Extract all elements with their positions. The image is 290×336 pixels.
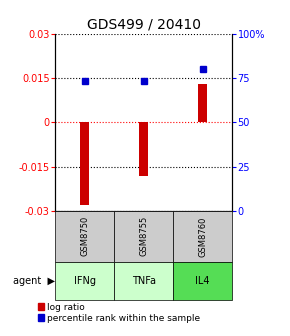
Bar bbox=[139, 122, 148, 175]
Bar bbox=[173, 211, 232, 262]
Legend: log ratio, percentile rank within the sample: log ratio, percentile rank within the sa… bbox=[38, 302, 201, 323]
Bar bbox=[198, 84, 207, 122]
Bar bbox=[55, 262, 114, 300]
Text: GSM8755: GSM8755 bbox=[139, 216, 148, 256]
Bar bbox=[173, 262, 232, 300]
Text: agent  ▶: agent ▶ bbox=[13, 276, 55, 286]
Text: IL4: IL4 bbox=[195, 276, 210, 286]
Text: TNFa: TNFa bbox=[132, 276, 155, 286]
Text: GSM8760: GSM8760 bbox=[198, 216, 207, 256]
Title: GDS499 / 20410: GDS499 / 20410 bbox=[86, 17, 201, 31]
Bar bbox=[55, 211, 114, 262]
Bar bbox=[80, 122, 89, 205]
Text: GSM8750: GSM8750 bbox=[80, 216, 89, 256]
Bar bbox=[114, 262, 173, 300]
Bar bbox=[114, 211, 173, 262]
Text: IFNg: IFNg bbox=[74, 276, 96, 286]
